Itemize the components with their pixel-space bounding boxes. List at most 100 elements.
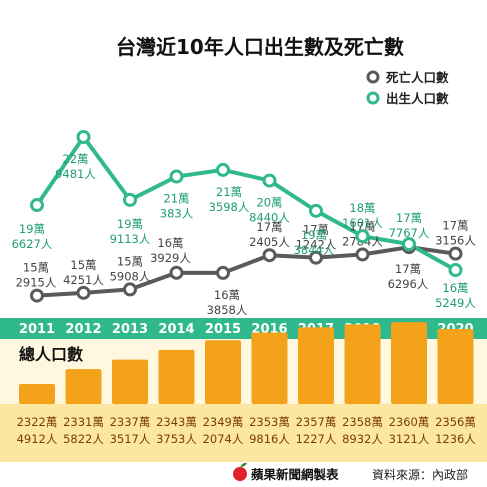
data-label-birth-2020-top: 16萬: [442, 281, 468, 295]
population-label-2018-top: 2358萬: [342, 415, 383, 429]
data-label-birth-2016-bottom: 8440人: [249, 211, 290, 225]
data-point-birth-2019: [402, 237, 416, 252]
data-point-death-2014: [169, 265, 184, 280]
x-tick-2011: 2011: [19, 322, 55, 337]
x-tick-2014: 2014: [158, 322, 194, 337]
data-point-birth-2017: [309, 203, 323, 218]
legend: 死亡人口數 出生人口數: [366, 70, 449, 106]
x-tick-2012: 2012: [65, 322, 101, 337]
data-label-birth-2011-bottom: 6627人: [12, 237, 53, 251]
population-bar-2015: [205, 340, 241, 404]
population-label-2020-top: 2356萬: [435, 415, 476, 429]
data-label-birth-2012-bottom: 9481人: [55, 167, 96, 181]
data-label-death-2015-top: 16萬: [214, 288, 240, 302]
data-label-death-2013-top: 15萬: [117, 254, 143, 268]
data-point-birth-2011: [30, 198, 44, 213]
data-label-death-2017-top: 17萬: [303, 223, 329, 237]
population-label-2013-bottom: 3517人: [110, 432, 151, 446]
data-label-death-2014-top: 16萬: [157, 236, 183, 250]
data-label-death-2015-bottom: 3858人: [207, 303, 248, 317]
population-title: 總人口數: [19, 345, 83, 364]
data-label-death-2013-bottom: 5908人: [110, 269, 151, 283]
population-label-2012-top: 2331萬: [63, 415, 104, 429]
data-label-death-2020-bottom: 3156人: [435, 234, 476, 248]
data-point-death-2020: [448, 246, 463, 261]
population-label-2017-bottom: 1227人: [296, 432, 337, 446]
data-label-birth-2019-bottom: 7767人: [389, 226, 430, 240]
population-label-2011-top: 2322萬: [17, 415, 58, 429]
data-label-death-2016-top: 17萬: [256, 220, 282, 234]
data-point-birth-2018: [355, 229, 370, 244]
data-point-birth-2014: [169, 169, 184, 184]
population-label-2012-bottom: 5822人: [63, 432, 104, 446]
population-labels: 2322萬 4912人 2331萬 5822人 2337萬 3517人 2343萬 3753人…: [17, 415, 477, 446]
population-label-2017-top: 2357萬: [296, 415, 337, 429]
apple-logo-icon: [233, 467, 247, 481]
population-label-2019-bottom: 3121人: [389, 432, 430, 446]
data-label-death-2017-bottom: 1242人: [296, 238, 337, 252]
apple-leaf-icon: [240, 462, 247, 467]
data-point-birth-2020: [448, 263, 463, 278]
data-label-death-2016-bottom: 2405人: [249, 235, 290, 249]
population-bar-2013: [112, 359, 148, 404]
data-label-death-2019-bottom: 6296人: [388, 277, 429, 291]
data-label-birth-2011-top: 19萬: [19, 222, 45, 236]
data-point-death-2012: [76, 285, 91, 300]
population-label-2016-bottom: 9816人: [249, 432, 290, 446]
data-label-death-2012-bottom: 4251人: [63, 273, 104, 287]
data-label-birth-2012-top: 22萬: [62, 152, 88, 166]
data-label-birth-2017-top: 19萬: [301, 228, 327, 242]
population-bar-2017: [298, 327, 334, 404]
legend-death-marker: [366, 70, 380, 84]
data-label-birth-2018-top: 18萬: [349, 201, 375, 215]
data-point-death-2017: [309, 250, 323, 265]
population-bars: [19, 322, 474, 404]
data-label-birth-2015-bottom: 3598人: [209, 200, 250, 214]
population-label-2016-top: 2353萬: [249, 415, 290, 429]
population-label-2020-bottom: 1236人: [435, 432, 476, 446]
x-tick-2015: 2015: [205, 322, 241, 337]
data-label-birth-2019-top: 17萬: [396, 211, 422, 225]
population-bar-2014: [158, 349, 195, 404]
population-label-2015-bottom: 2074人: [203, 432, 244, 446]
population-label-band: [0, 404, 487, 462]
population-bar-2018: [344, 324, 381, 404]
population-label-2015-top: 2349萬: [203, 415, 244, 429]
footer: 蘋果新聞網製表 資料來源：內政部: [233, 462, 468, 482]
data-label-death-2020-top: 17萬: [442, 219, 468, 233]
population-bar-2016: [251, 332, 288, 404]
data-label-birth-2016-top: 20萬: [256, 196, 282, 210]
data-point-death-2013: [123, 282, 137, 297]
data-point-birth-2015: [216, 162, 230, 177]
data-label-birth-2014-top: 21萬: [163, 192, 189, 206]
data-label-birth-2020-bottom: 5249人: [435, 296, 476, 310]
population-label-2013-top: 2337萬: [110, 415, 151, 429]
data-label-death-2011-bottom: 2915人: [16, 276, 57, 290]
population-bar-2020: [437, 328, 474, 404]
data-label-death-2018-top: 17萬: [349, 219, 375, 233]
legend-birth-marker: [366, 91, 380, 105]
population-bar-2011: [19, 384, 55, 404]
population-bar-2019: [391, 322, 427, 404]
data-label-death-2011-top: 15萬: [23, 261, 49, 275]
data-point-birth-2012: [76, 129, 91, 144]
population-label-2014-top: 2343萬: [156, 415, 197, 429]
data-label-death-2019-top: 17萬: [395, 262, 421, 276]
source-label: 資料來源：內政部: [372, 467, 468, 482]
population-label-2014-bottom: 3753人: [156, 432, 197, 446]
data-point-death-2016: [262, 248, 277, 263]
brand-label: 蘋果新聞網製表: [251, 467, 339, 482]
series-line-birth: [35, 134, 457, 272]
x-tick-2013: 2013: [112, 322, 148, 337]
data-label-birth-2013-top: 19萬: [117, 217, 143, 231]
data-point-death-2018: [355, 247, 370, 262]
data-label-birth-2018-bottom: 1601人: [342, 216, 383, 230]
legend-birth-label: 出生人口數: [386, 91, 449, 106]
legend-death-label: 死亡人口數: [385, 70, 449, 85]
data-label-birth-2017-bottom: 3844人: [294, 243, 335, 257]
population-label-2011-bottom: 4912人: [17, 432, 58, 446]
data-label-birth-2015-top: 21萬: [216, 185, 242, 199]
data-point-death-2011: [30, 288, 44, 303]
series-layer: 15萬2915人15萬4251人15萬5908人16萬3929人16萬3858人…: [12, 129, 476, 317]
data-label-death-2012-top: 15萬: [70, 258, 96, 272]
